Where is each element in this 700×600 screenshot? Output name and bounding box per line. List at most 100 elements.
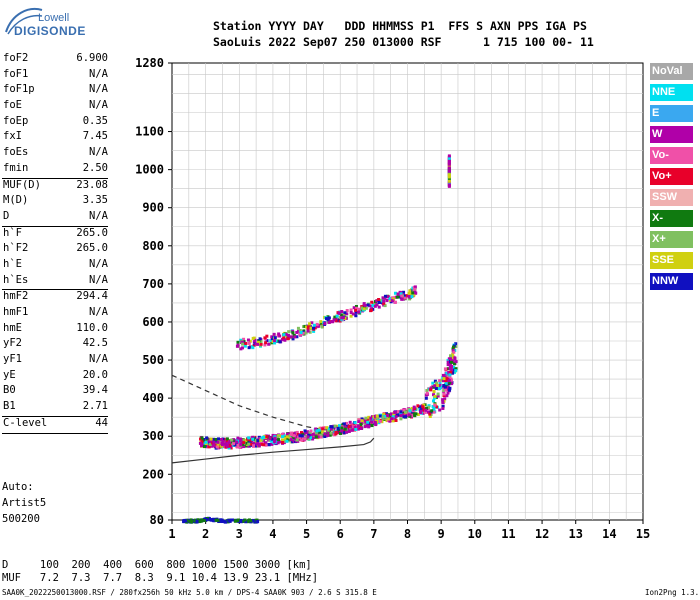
echo-point: [287, 330, 291, 334]
echo-point: [414, 412, 418, 416]
echo-point: [357, 424, 361, 428]
echo-point: [451, 371, 455, 375]
echo-point: [435, 405, 439, 409]
echo-point: [378, 298, 382, 302]
echo-point: [380, 413, 384, 417]
param-value: N/A: [89, 353, 108, 366]
echo-point: [404, 410, 408, 414]
echo-point: [328, 433, 332, 437]
echo-point: [394, 415, 398, 419]
echo-point: [454, 360, 458, 364]
echo-point: [387, 417, 391, 421]
echo-point: [449, 356, 453, 360]
echo-point: [431, 381, 435, 385]
echo-point: [399, 417, 403, 421]
echo-point: [299, 332, 303, 336]
echo-point: [430, 409, 434, 413]
echo-point: [264, 341, 268, 345]
echo-point: [293, 437, 297, 441]
echo-point: [403, 296, 407, 300]
echo-point: [236, 436, 240, 440]
echo-point: [444, 381, 448, 385]
echo-point: [447, 177, 451, 181]
echo-point: [427, 404, 431, 408]
echo-point: [441, 404, 445, 408]
echo-point: [311, 432, 315, 436]
echo-point: [200, 436, 204, 440]
echo-point: [239, 520, 243, 523]
echo-point: [182, 520, 186, 523]
echo-point: [419, 411, 423, 415]
param-name: D: [3, 209, 10, 222]
echo-point: [212, 440, 216, 444]
echo-point: [280, 438, 284, 442]
echo-point: [402, 415, 406, 419]
echo-point: [271, 433, 275, 437]
echo-point: [247, 436, 251, 440]
legend-item: NoVal: [650, 63, 693, 80]
param-row: foEs N/A: [2, 146, 108, 162]
echo-point: [413, 287, 417, 291]
echo-point: [265, 435, 269, 439]
echo-point: [389, 412, 393, 416]
echo-point: [416, 412, 420, 416]
x-tick-label: 12: [535, 527, 549, 541]
echo-point: [337, 311, 341, 315]
echo-point: [272, 332, 276, 336]
echo-point: [398, 293, 402, 297]
echo-point: [224, 443, 228, 447]
echo-point: [450, 382, 454, 386]
echo-point: [345, 312, 349, 316]
echo-point: [204, 439, 208, 443]
echo-point: [257, 435, 261, 439]
echo-point: [340, 310, 344, 314]
echo-point: [233, 519, 237, 523]
y-tick-label: 900: [142, 201, 164, 215]
echo-point: [449, 359, 453, 363]
param-name: h`E: [3, 257, 22, 270]
echo-point: [354, 304, 358, 308]
echo-point: [442, 392, 446, 396]
echo-point: [235, 440, 239, 444]
echo-point: [451, 345, 455, 349]
echo-point: [298, 435, 302, 439]
echo-point: [436, 394, 440, 398]
y-tick-label: 800: [142, 239, 164, 253]
echo-point: [367, 424, 371, 428]
echo-point: [254, 342, 258, 346]
echo-point: [256, 520, 260, 523]
echo-point: [321, 427, 325, 431]
echo-point: [434, 387, 438, 391]
echo-point: [349, 308, 353, 312]
echo-point: [433, 394, 437, 398]
echo-point: [347, 429, 351, 433]
legend-item: NNW: [650, 273, 693, 290]
echo-point: [277, 332, 281, 336]
echo-point: [263, 441, 267, 445]
echo-point: [402, 294, 406, 298]
param-name: foEp: [3, 114, 29, 127]
echo-point: [315, 429, 319, 433]
echo-point: [442, 379, 446, 383]
echo-point: [451, 356, 455, 360]
echo-point: [394, 418, 398, 422]
echo-point: [339, 424, 343, 428]
echo-point: [454, 367, 458, 371]
echo-point: [438, 381, 442, 385]
echo-point: [442, 388, 446, 392]
echo-point: [369, 416, 373, 420]
echo-point: [445, 372, 449, 376]
echo-point: [448, 388, 452, 392]
echo-point: [325, 426, 329, 430]
echo-point: [401, 413, 405, 417]
echo-point: [422, 407, 426, 411]
echo-point: [448, 367, 452, 371]
echo-point: [283, 338, 287, 342]
echo-point: [378, 419, 382, 423]
echo-point: [382, 413, 386, 417]
echo-point: [238, 445, 242, 449]
echo-point: [441, 400, 445, 404]
echo-point: [433, 384, 437, 388]
echo-point: [425, 391, 429, 395]
echo-point: [289, 438, 293, 442]
